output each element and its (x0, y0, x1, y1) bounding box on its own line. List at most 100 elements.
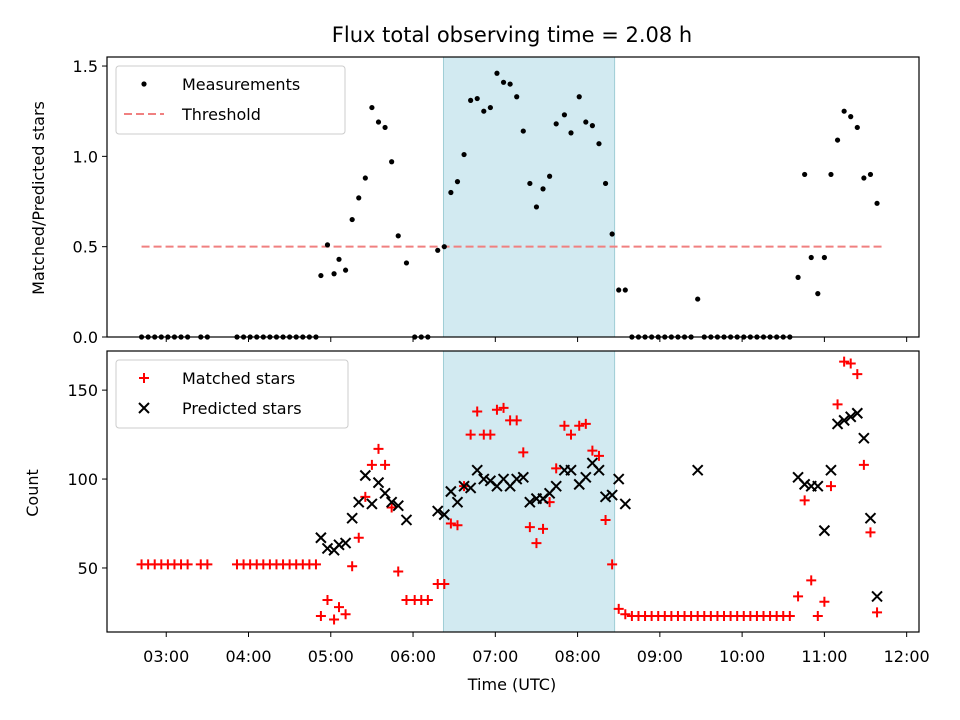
measurement-point (802, 171, 808, 178)
measurement-point (602, 180, 609, 187)
predicted-star-point (838, 414, 850, 427)
measurement-point (500, 79, 507, 85)
measurement-point (861, 175, 867, 181)
measurement-point (389, 159, 395, 165)
measurement-point (481, 108, 487, 114)
matched-star-point (329, 614, 340, 625)
matched-star-point (366, 459, 377, 470)
predicted-star-point (359, 469, 372, 482)
measurement-point (342, 267, 349, 273)
predicted-star-point (825, 464, 837, 476)
matched-star-point (393, 566, 404, 577)
measurement-point (468, 97, 474, 103)
predicted-star-point (606, 489, 618, 501)
bottom-panel: 50 100 150 03:00 04:00 05:00 06:00 07:00 08:00 09… (67, 350, 930, 666)
legend-entry-label: Predicted stars (182, 399, 302, 418)
measurement-point (695, 296, 701, 302)
matched-star-point (793, 591, 804, 602)
predicted-star-point (599, 491, 612, 503)
matched-star-point (315, 610, 326, 621)
matched-star-point (386, 502, 397, 513)
measurement-point (553, 121, 559, 127)
predicted-star-point (339, 537, 352, 549)
measurement-point (540, 186, 546, 192)
measurement-point (795, 274, 801, 280)
matched-star-point (439, 578, 450, 589)
matched-star-point (559, 420, 570, 431)
matched-star-point (872, 607, 883, 618)
measurement-point (362, 175, 368, 181)
measurement-point (403, 260, 410, 266)
bottom-legend-box (115, 359, 349, 429)
x-tick-label: 05:00 (308, 647, 354, 666)
measurement-point (609, 231, 615, 237)
bottom-y-tick-label: 100 (67, 470, 98, 489)
x-tick-label: 08:00 (555, 647, 601, 666)
predicted-star-point (432, 505, 444, 517)
legend-entry-label: Threshold (181, 105, 261, 124)
matched-star-point (472, 406, 483, 417)
measurement-point (576, 94, 582, 100)
matched-star-point (819, 596, 830, 607)
measurement-point (441, 244, 447, 250)
predicted-star-point (346, 512, 358, 524)
matched-star-point (465, 429, 476, 440)
chart-title: Flux total observing time = 2.08 h (332, 23, 692, 47)
legend-entry-label: Matched stars (182, 369, 295, 388)
predicted-star-point (445, 485, 457, 498)
measurement-point (596, 141, 602, 147)
matched-star-point (538, 523, 549, 534)
matched-star-point (593, 450, 604, 461)
measurement-point (568, 130, 574, 136)
matched-star-point (322, 594, 333, 605)
x-tick-label: 10:00 (719, 647, 765, 666)
bottom-observing-interval-shade (443, 351, 615, 632)
matched-star-point (812, 610, 823, 621)
measurement-point (561, 112, 568, 118)
matched-star-point (445, 518, 456, 529)
matched-star-point (600, 514, 611, 525)
matched-star-point (845, 358, 856, 369)
predicted-star-point (321, 542, 334, 555)
predicted-star-point (580, 471, 592, 483)
predicted-star-point (353, 496, 365, 508)
matched-star-point (310, 559, 321, 570)
measurement-point (375, 119, 382, 125)
measurement-point (454, 179, 461, 185)
matched-star-point (832, 399, 843, 410)
measurement-point (848, 114, 854, 120)
measurement-point (616, 287, 622, 293)
bottom-series-0 (136, 356, 883, 625)
measurement-point (395, 233, 401, 239)
predicted-star-point (379, 487, 391, 499)
matched-star-point (380, 459, 391, 470)
measurement-point (622, 287, 628, 293)
predicted-star-point (385, 496, 398, 508)
predicted-star-point (565, 464, 577, 476)
matched-star-point (202, 559, 213, 570)
predicted-star-point (871, 590, 883, 603)
matched-star-point (574, 420, 585, 431)
predicted-star-point (333, 539, 345, 551)
bottom-series-1 (315, 407, 883, 603)
measurement-point (435, 247, 441, 253)
predicted-star-point (366, 498, 378, 510)
legend-marker-measurements (141, 81, 147, 87)
legend-marker-matched (139, 373, 149, 383)
bottom-y-tick-label: 50 (78, 559, 98, 578)
predicted-star-point (464, 482, 477, 494)
top-series-0 (138, 70, 880, 340)
predicted-star-point (550, 480, 562, 492)
matched-star-point (587, 445, 598, 456)
matched-star-point (607, 559, 618, 570)
matched-star-point (580, 418, 591, 429)
predicted-star-point (524, 496, 536, 508)
x-tick-label: 07:00 (472, 647, 518, 666)
measurement-point (331, 271, 337, 277)
measurement-point (494, 70, 500, 76)
matched-star-point (825, 481, 836, 492)
x-tick-label: 04:00 (225, 647, 271, 666)
measurement-point (487, 104, 493, 111)
measurement-point (356, 195, 362, 201)
matched-star-point (784, 610, 795, 621)
